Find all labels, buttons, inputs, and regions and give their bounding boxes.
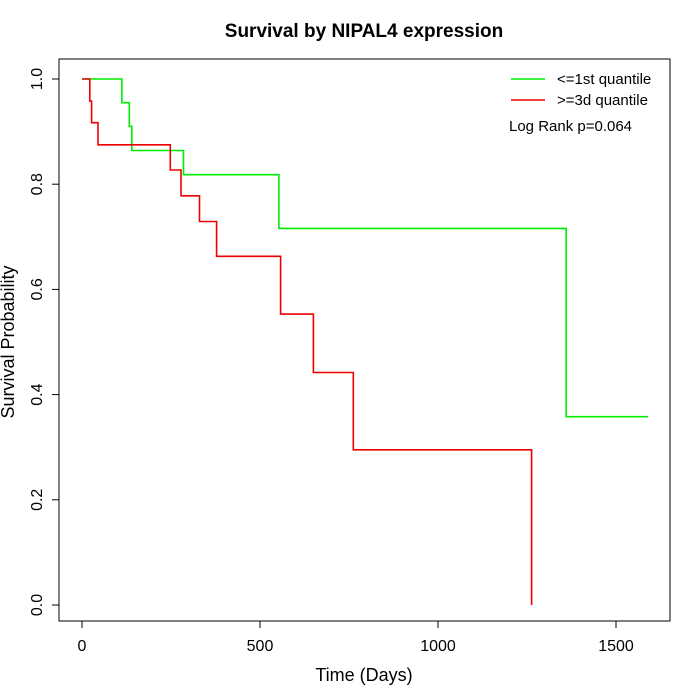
series-layer: [82, 78, 648, 605]
plot-frame: [58, 58, 671, 622]
y-tick-label: 0.2: [29, 489, 46, 511]
legend: <=1st quantile >=3d quantile: [511, 71, 651, 109]
series-line-1: [82, 78, 533, 605]
x-axis: 0 500 1000 1500: [78, 620, 634, 655]
x-tick-label: 1500: [598, 638, 634, 655]
y-tick-label: 1.0: [29, 68, 46, 90]
legend-label-1: >=3d quantile: [557, 92, 648, 109]
series-line-0: [82, 78, 648, 418]
y-tick-label: 0.4: [29, 383, 46, 405]
y-axis-label: Survival Probability: [0, 265, 18, 418]
y-tick-label: 0.8: [29, 173, 46, 195]
chart-title: Survival by NIPAL4 expression: [225, 21, 503, 42]
x-axis-label: Time (Days): [315, 665, 412, 685]
y-tick-label: 0.6: [29, 278, 46, 300]
legend-label-0: <=1st quantile: [557, 71, 651, 88]
y-tick-label: 0.0: [29, 594, 46, 616]
log-rank-annotation: Log Rank p=0.064: [509, 118, 632, 135]
x-tick-label: 500: [247, 638, 274, 655]
y-axis: 0.0 0.2 0.4 0.6 0.8 1.0: [29, 68, 60, 616]
x-tick-label: 1000: [420, 638, 456, 655]
x-tick-label: 0: [78, 638, 87, 655]
